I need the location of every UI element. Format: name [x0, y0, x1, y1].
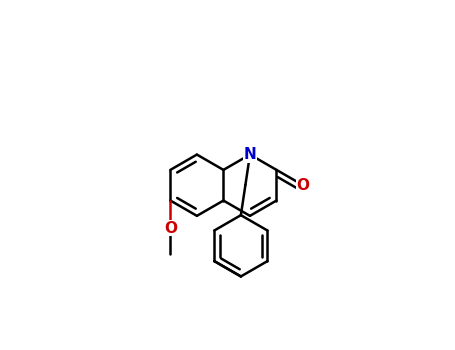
Text: N: N: [243, 147, 256, 162]
Text: O: O: [164, 220, 177, 236]
Text: O: O: [297, 178, 309, 193]
